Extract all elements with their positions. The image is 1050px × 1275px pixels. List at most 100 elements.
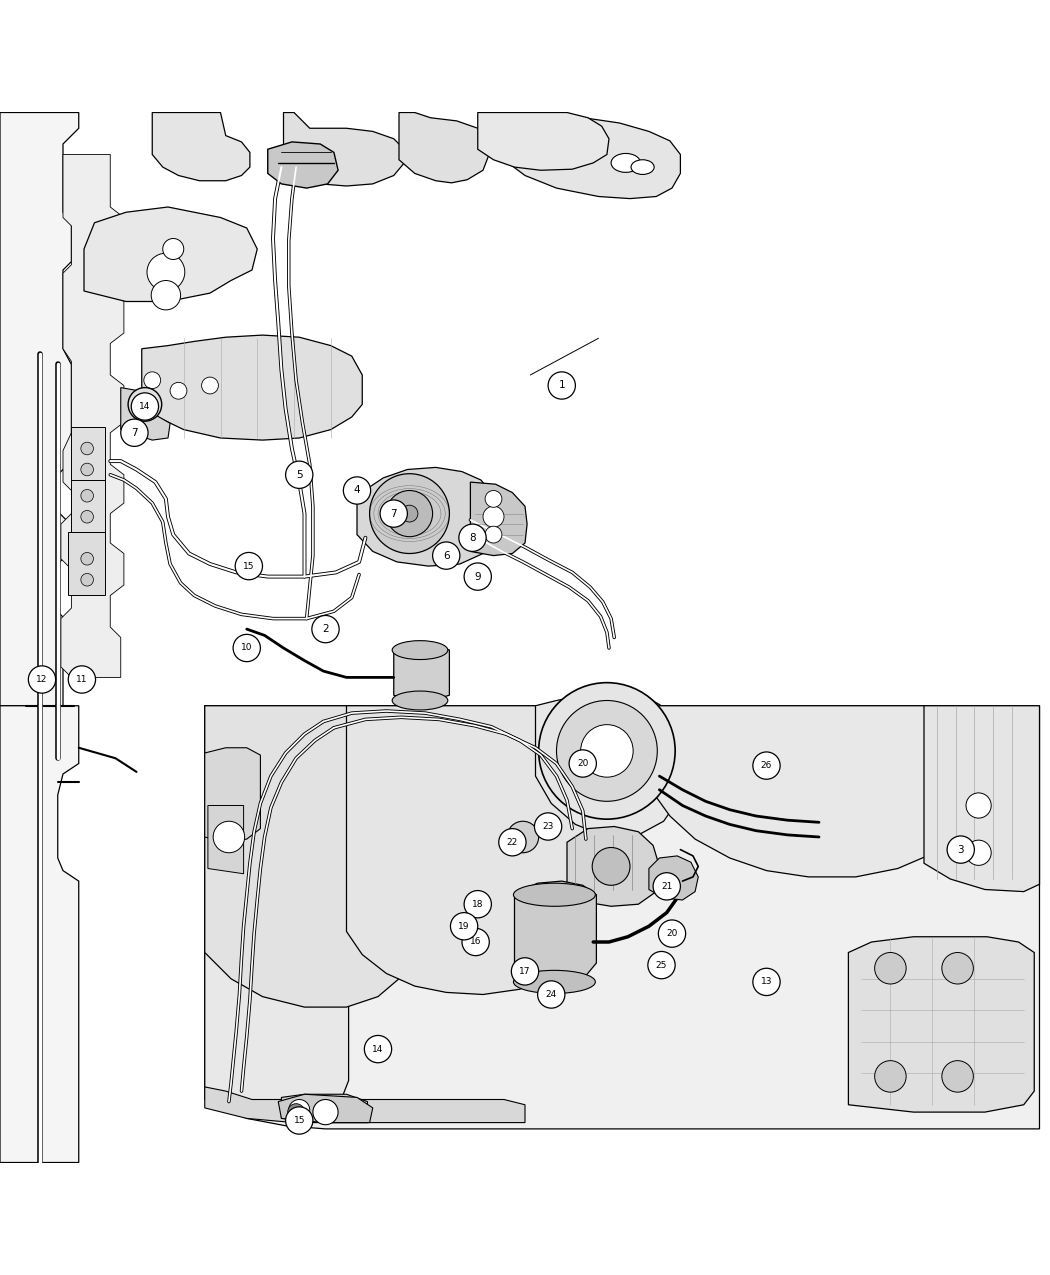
Circle shape <box>202 377 218 394</box>
Text: 5: 5 <box>296 469 302 479</box>
Polygon shape <box>924 706 1040 891</box>
Text: 3: 3 <box>958 844 964 854</box>
Polygon shape <box>205 747 260 843</box>
Polygon shape <box>205 706 349 1121</box>
Ellipse shape <box>631 159 654 175</box>
Ellipse shape <box>393 640 447 659</box>
Circle shape <box>81 552 93 565</box>
Polygon shape <box>567 826 659 907</box>
Circle shape <box>386 491 433 537</box>
Polygon shape <box>478 112 609 171</box>
Circle shape <box>753 752 780 779</box>
Circle shape <box>966 840 991 866</box>
Circle shape <box>28 666 56 694</box>
Text: 16: 16 <box>470 937 481 946</box>
Circle shape <box>364 1035 392 1063</box>
Polygon shape <box>152 112 250 181</box>
Circle shape <box>433 542 460 569</box>
Polygon shape <box>121 388 170 440</box>
Polygon shape <box>357 468 496 566</box>
Circle shape <box>312 616 339 643</box>
Circle shape <box>163 238 184 260</box>
Circle shape <box>658 921 686 947</box>
Circle shape <box>556 700 657 801</box>
Polygon shape <box>399 112 488 182</box>
Polygon shape <box>514 881 596 982</box>
Circle shape <box>81 442 93 455</box>
Circle shape <box>653 872 680 900</box>
Polygon shape <box>649 856 698 900</box>
Polygon shape <box>61 154 124 677</box>
Circle shape <box>81 490 93 502</box>
Text: 6: 6 <box>443 551 449 561</box>
Polygon shape <box>84 207 257 301</box>
Polygon shape <box>470 482 527 556</box>
Text: 11: 11 <box>77 674 87 683</box>
Circle shape <box>131 393 159 421</box>
Circle shape <box>68 666 96 694</box>
Text: 17: 17 <box>520 966 530 975</box>
Polygon shape <box>205 706 1040 1128</box>
Circle shape <box>947 836 974 863</box>
Polygon shape <box>346 706 590 994</box>
Circle shape <box>313 1099 338 1125</box>
Circle shape <box>648 951 675 979</box>
Circle shape <box>128 388 162 421</box>
Text: 1: 1 <box>559 380 565 390</box>
Text: 4: 4 <box>354 486 360 496</box>
Circle shape <box>464 564 491 590</box>
Circle shape <box>343 477 371 504</box>
Text: 2: 2 <box>322 623 329 634</box>
Circle shape <box>875 1061 906 1093</box>
Polygon shape <box>394 645 449 700</box>
Circle shape <box>81 463 93 476</box>
Circle shape <box>753 968 780 996</box>
Circle shape <box>380 500 407 528</box>
Text: 9: 9 <box>475 571 481 581</box>
Polygon shape <box>504 112 680 199</box>
Polygon shape <box>205 706 410 1007</box>
Text: 23: 23 <box>543 822 553 831</box>
Circle shape <box>511 958 539 986</box>
Text: 10: 10 <box>242 644 252 653</box>
Text: 25: 25 <box>656 960 667 969</box>
Circle shape <box>81 510 93 523</box>
Text: 20: 20 <box>667 929 677 938</box>
Polygon shape <box>0 112 79 706</box>
Circle shape <box>539 682 675 819</box>
Circle shape <box>450 913 478 940</box>
Circle shape <box>966 793 991 819</box>
Text: 21: 21 <box>662 882 672 891</box>
Text: 15: 15 <box>294 1116 304 1125</box>
Text: 18: 18 <box>472 900 483 909</box>
Circle shape <box>138 397 152 412</box>
Circle shape <box>592 848 630 885</box>
Circle shape <box>144 372 161 389</box>
Polygon shape <box>68 533 105 595</box>
Circle shape <box>942 952 973 984</box>
Text: 13: 13 <box>761 978 772 987</box>
Polygon shape <box>651 706 995 877</box>
Polygon shape <box>71 427 105 479</box>
Circle shape <box>235 552 262 580</box>
Ellipse shape <box>611 153 640 172</box>
Circle shape <box>289 1099 310 1121</box>
Text: 22: 22 <box>507 838 518 847</box>
Circle shape <box>569 750 596 778</box>
Circle shape <box>151 280 181 310</box>
Circle shape <box>213 821 245 853</box>
Circle shape <box>499 829 526 856</box>
Circle shape <box>401 505 418 521</box>
Text: 14: 14 <box>140 402 150 411</box>
Circle shape <box>538 980 565 1009</box>
Circle shape <box>370 474 449 553</box>
Circle shape <box>942 1061 973 1093</box>
Polygon shape <box>281 1094 368 1122</box>
Circle shape <box>507 821 539 853</box>
Circle shape <box>286 1107 313 1135</box>
Ellipse shape <box>513 970 595 993</box>
Text: 19: 19 <box>459 922 469 931</box>
Polygon shape <box>284 112 404 186</box>
Circle shape <box>286 462 313 488</box>
Text: 24: 24 <box>546 989 556 1000</box>
